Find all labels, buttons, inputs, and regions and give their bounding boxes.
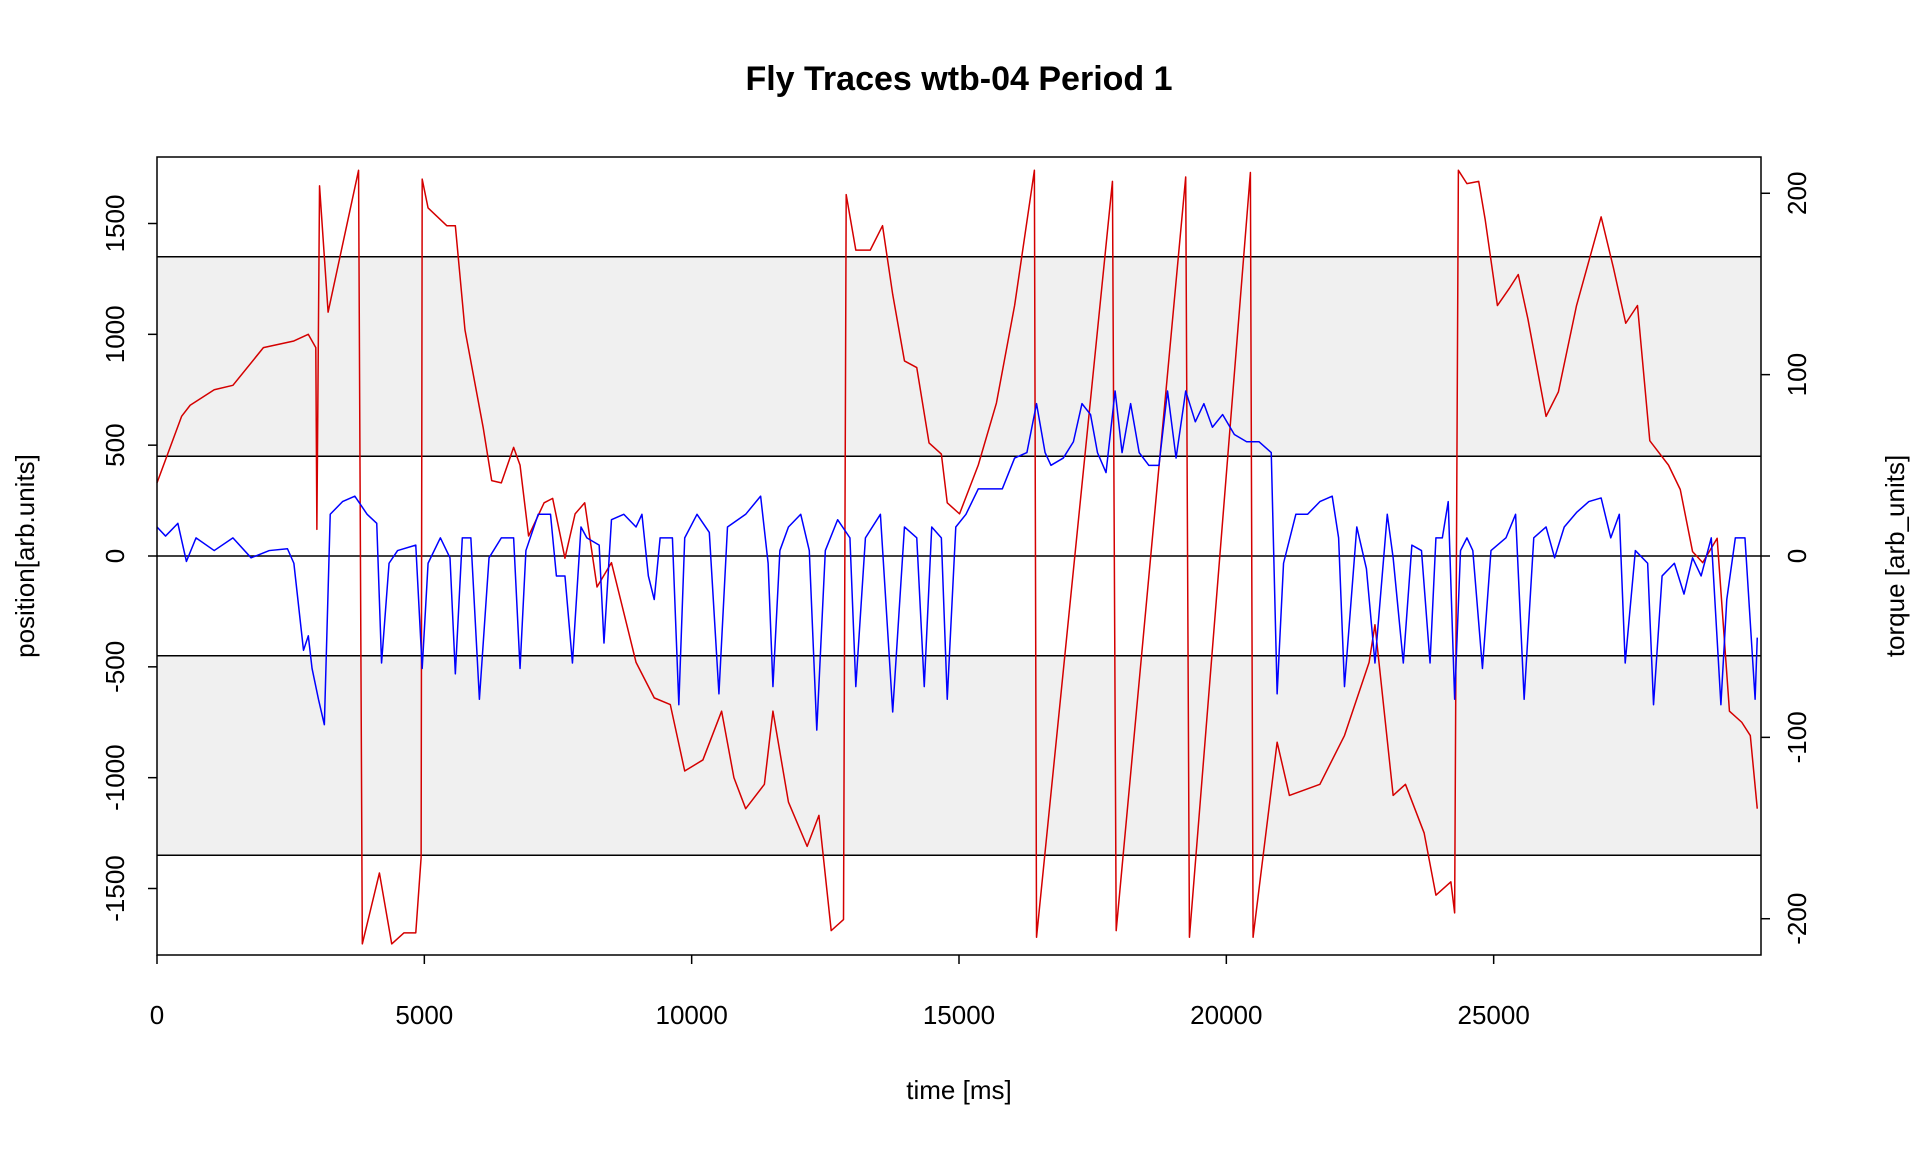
x-tick-label: 25000 — [1458, 1000, 1530, 1030]
y-tick-label: 0 — [100, 549, 130, 563]
y-axis-label: position[arb.units] — [10, 454, 40, 658]
x-tick-label: 0 — [150, 1000, 164, 1030]
band — [157, 655, 1761, 856]
y2-tick-label: -200 — [1782, 893, 1812, 945]
line-series — [156, 390, 1759, 731]
y-tick-label: 1000 — [100, 305, 130, 363]
y2-tick-label: -100 — [1782, 711, 1812, 763]
y-tick-label: 500 — [100, 423, 130, 466]
chart-title: Fly Traces wtb-04 Period 1 — [745, 60, 1172, 98]
y2-tick-label: 200 — [1782, 172, 1812, 215]
band — [157, 256, 1761, 457]
line-series — [156, 169, 1759, 945]
y2-axis-label: torque [arb_units] — [1880, 455, 1910, 657]
x-tick-label: 15000 — [923, 1000, 995, 1030]
y2-tick-label: 100 — [1782, 353, 1812, 396]
y-tick-label: -1500 — [100, 855, 130, 922]
y-tick-label: -1000 — [100, 744, 130, 811]
x-tick-label: 20000 — [1190, 1000, 1262, 1030]
x-tick-label: 10000 — [656, 1000, 728, 1030]
x-tick-label: 5000 — [395, 1000, 453, 1030]
y2-tick-label: 0 — [1782, 549, 1812, 563]
y-tick-label: 1500 — [100, 195, 130, 253]
x-axis-label: time [ms] — [906, 1075, 1011, 1105]
y-tick-label: -500 — [100, 641, 130, 693]
